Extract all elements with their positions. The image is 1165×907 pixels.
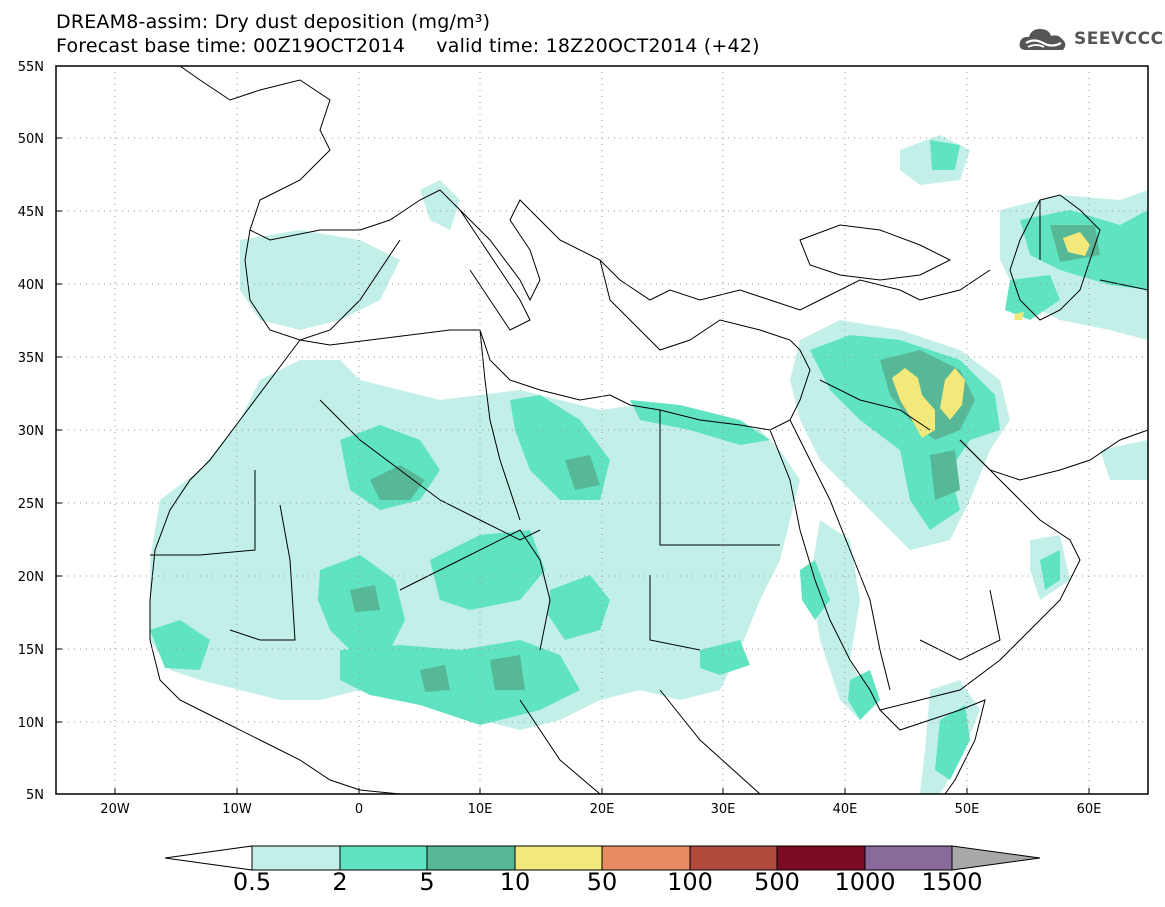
lon-label: 30E (711, 802, 736, 817)
lon-label: 20E (590, 802, 615, 817)
lat-label: 5N (26, 788, 44, 803)
latitude-labels: 55N 50N 45N 40N 35N 30N 25N 20N 15N 10N … (18, 60, 44, 803)
colorbar-segment (776, 845, 866, 871)
colorbar-label: 1500 (921, 868, 983, 896)
coastlines (149, 66, 1148, 794)
lat-label: 10N (18, 716, 44, 731)
map-title: DREAM8-assim: Dry dust deposition (mg/m³… (56, 11, 491, 33)
colorbar-segment (426, 845, 516, 871)
colorbar-label: 5 (419, 868, 435, 896)
lat-label: 45N (18, 205, 44, 220)
lon-label: 0 (355, 802, 363, 817)
lat-label: 35N (18, 351, 44, 366)
lat-label: 15N (18, 643, 44, 658)
lat-label: 20N (18, 570, 44, 585)
colorbar-label: 500 (754, 868, 800, 896)
lat-label: 40N (18, 278, 44, 293)
map-subtitle: Forecast base time: 00Z19OCT2014 valid t… (56, 35, 760, 57)
lon-label: 20W (100, 802, 130, 817)
axis-ticks (56, 65, 1090, 795)
colorbar-segment (689, 845, 778, 871)
lon-label: 10W (222, 802, 252, 817)
colorbar-above-arrow (951, 845, 1041, 871)
colorbar-label: 50 (586, 868, 618, 896)
colorbar-label: 100 (667, 868, 713, 896)
lon-label: 10E (468, 802, 493, 817)
cloud-icon (1019, 29, 1066, 50)
colorbar-label: 0.5 (232, 868, 272, 896)
lat-label: 50N (18, 132, 44, 147)
colorbar-label: 2 (332, 868, 348, 896)
lat-label: 25N (18, 497, 44, 512)
colorbar (164, 845, 1041, 871)
dust-fields (150, 135, 1148, 794)
gridlines (56, 66, 1148, 794)
longitude-labels: 20W 10W 0 10E 20E 30E 40E 50E 60E (100, 802, 1101, 817)
colorbar-label: 1000 (834, 868, 896, 896)
lon-label: 40E (833, 802, 858, 817)
seevccc-logo: SEEVCCC (1018, 26, 1164, 52)
lat-label: 55N (18, 60, 44, 75)
colorbar-segment (864, 845, 953, 871)
lon-label: 60E (1077, 802, 1102, 817)
colorbar-segment (339, 845, 428, 871)
colorbar-label: 10 (499, 868, 531, 896)
lat-label: 30N (18, 424, 44, 439)
colorbar-segment (601, 845, 691, 871)
colorbar-segment (251, 845, 341, 871)
lon-label: 50E (955, 802, 980, 817)
colorbar-below-arrow (164, 845, 253, 871)
logo-text: SEEVCCC (1074, 29, 1164, 49)
colorbar-segment (514, 845, 603, 871)
